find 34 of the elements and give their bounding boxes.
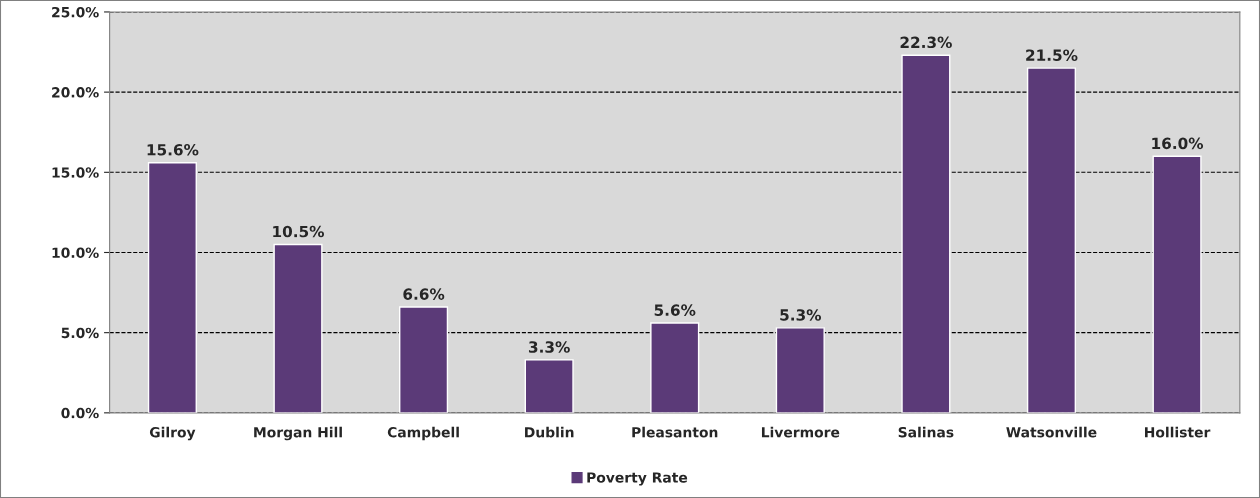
data-label: 5.3% bbox=[780, 309, 822, 321]
y-tick-label: 10.0% bbox=[52, 247, 99, 258]
data-label: 22.3% bbox=[900, 36, 952, 49]
data-label: 10.5% bbox=[273, 225, 325, 238]
data-label: 5.6% bbox=[654, 304, 696, 316]
x-tick-label: Dublin bbox=[525, 426, 574, 438]
bar bbox=[147, 161, 197, 413]
bar bbox=[273, 243, 323, 413]
y-tick-label: 0.0% bbox=[61, 407, 99, 419]
x-tick-label: Watsonville bbox=[1006, 426, 1097, 438]
y-tick-label: 25.0% bbox=[52, 6, 99, 18]
x-tick-label: Morgan Hill bbox=[254, 426, 342, 441]
y-tick-label: 15.0% bbox=[52, 167, 99, 178]
bar bbox=[399, 306, 449, 413]
data-label: 3.3% bbox=[528, 341, 570, 353]
bar bbox=[1026, 67, 1077, 413]
data-label: 21.5% bbox=[1026, 49, 1078, 61]
data-label: 15.6% bbox=[147, 144, 199, 156]
bar bbox=[901, 54, 951, 413]
x-tick-label: Campbell bbox=[387, 426, 459, 441]
y-tick-label: 20.0% bbox=[52, 87, 99, 98]
x-tick-label: Livermore bbox=[761, 426, 840, 438]
data-label: 6.6% bbox=[403, 288, 445, 300]
x-tick-label: Salinas bbox=[898, 426, 954, 438]
x-tick-label: Gilroy bbox=[149, 426, 196, 441]
data-label: 16.0% bbox=[1152, 137, 1204, 150]
legend-label: Poverty Rate bbox=[587, 472, 688, 486]
y-tick-label: 5.0% bbox=[61, 327, 99, 339]
bar bbox=[1152, 155, 1202, 413]
bar bbox=[524, 359, 574, 413]
x-tick-label: Hollister bbox=[1145, 426, 1211, 438]
bar bbox=[650, 322, 700, 413]
bar bbox=[775, 327, 825, 413]
x-tick-label: Pleasanton bbox=[632, 426, 718, 438]
